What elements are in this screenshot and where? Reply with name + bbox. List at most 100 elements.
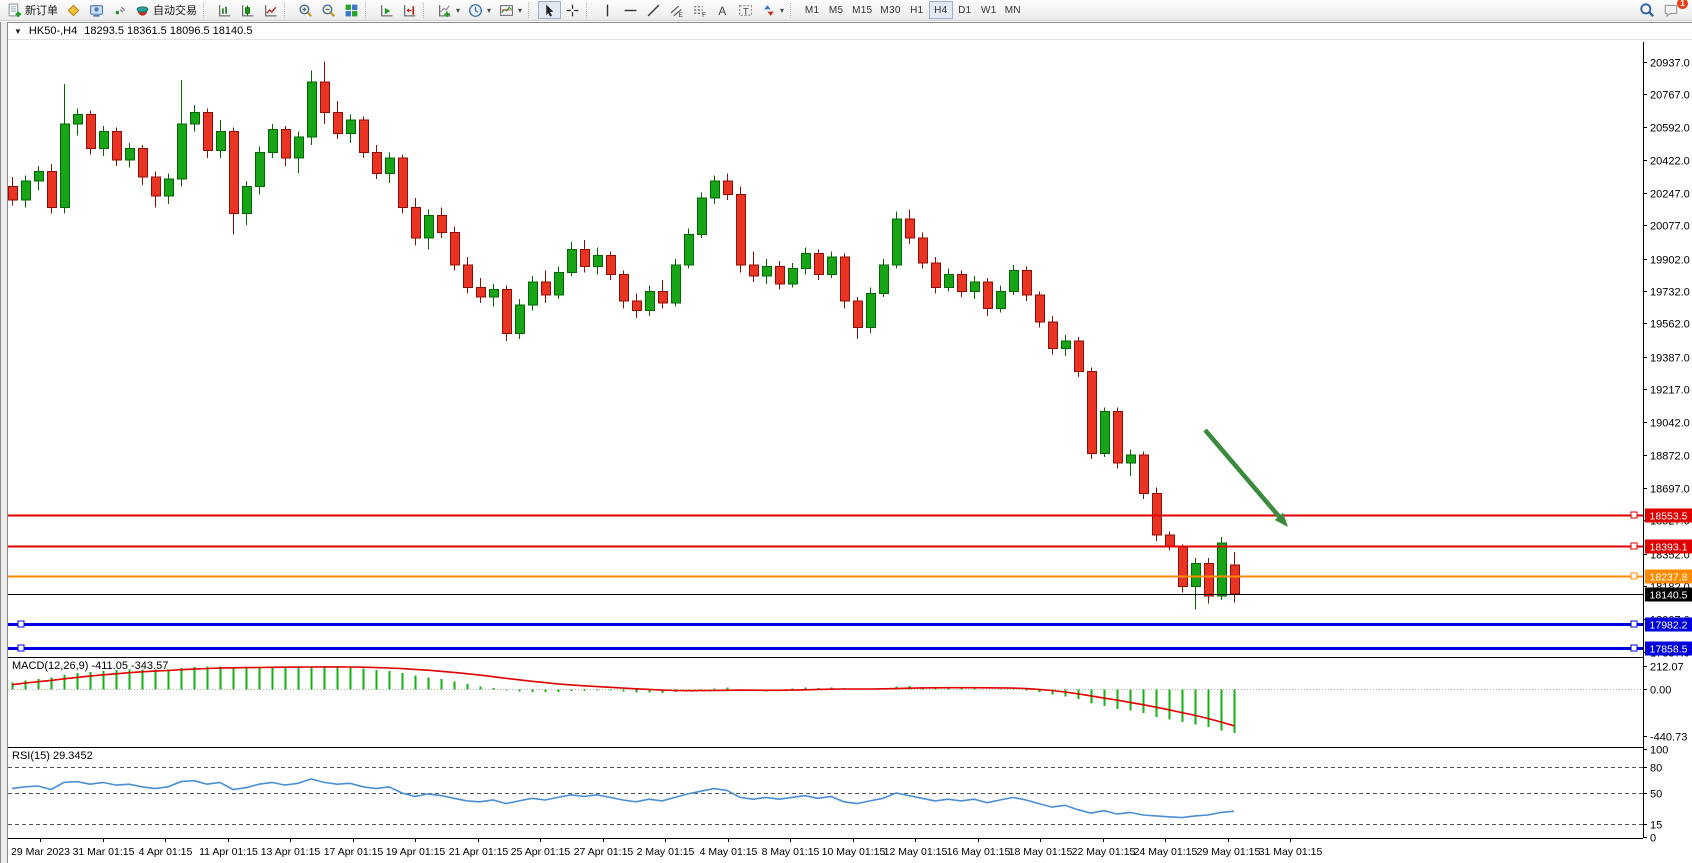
- price-tick-label: 20422.0: [1650, 156, 1690, 168]
- candle-body: [619, 273, 629, 302]
- candle-body: [47, 170, 57, 209]
- candle-body: [86, 113, 96, 150]
- price-line-badge-label: 18393.1: [1650, 542, 1688, 554]
- toolbar-grip: [790, 2, 796, 18]
- autotrading-button[interactable]: 自动交易: [131, 1, 201, 19]
- candle-body: [60, 123, 70, 209]
- price-line-badge: [1645, 617, 1692, 632]
- indicators-button[interactable]: ▾: [433, 1, 464, 19]
- candle-body: [671, 264, 681, 304]
- candlestick-chart-button[interactable]: [236, 1, 259, 19]
- tile-windows-button[interactable]: [340, 1, 363, 19]
- candle-body: [749, 264, 759, 277]
- candle-body: [34, 170, 44, 182]
- candle-body: [307, 81, 317, 138]
- cursor-icon: [546, 4, 554, 17]
- terminal-button[interactable]: [85, 1, 108, 19]
- chart-title-bar[interactable]: ▼ HK50-,H4 18293.5 18361.5 18096.5 18140…: [8, 22, 1692, 40]
- candle-body: [866, 292, 876, 329]
- signal-button[interactable]: [108, 1, 131, 19]
- candle-body: [73, 113, 83, 125]
- candle-body: [541, 281, 551, 296]
- vertical-line-tool-button[interactable]: [596, 1, 619, 19]
- timeframe-button-D1[interactable]: D1: [958, 4, 972, 16]
- fibonacci-tool-button[interactable]: F: [688, 1, 711, 19]
- line-chart-icon: [265, 4, 277, 16]
- time-tick-label: 13 Apr 01:15: [261, 846, 321, 858]
- timeframe-button-H4[interactable]: H4: [928, 1, 953, 19]
- candle-body: [1048, 321, 1058, 350]
- timeframe-button-M30[interactable]: M30: [880, 4, 901, 16]
- dropdown-arrow-icon: ▾: [456, 5, 461, 15]
- time-tick-label: 25 Apr 01:15: [511, 846, 571, 858]
- tile-windows-icon: [345, 4, 358, 16]
- candle-body: [788, 268, 798, 285]
- toolbar-grip: [528, 2, 534, 18]
- price-tick-label: 20247.0: [1650, 189, 1690, 201]
- price-line-badge: [1645, 539, 1692, 554]
- vertical-line-icon: [606, 4, 609, 16]
- channel-tool-button[interactable]: E: [665, 1, 688, 19]
- candle-body: [775, 266, 785, 285]
- candle-body: [944, 273, 954, 289]
- horizontal-line-tool-button[interactable]: [619, 1, 642, 19]
- timeframe-button-MN[interactable]: MN: [1004, 4, 1021, 16]
- price-line-badge-label: 18553.5: [1650, 511, 1688, 523]
- candle-body: [957, 273, 967, 292]
- candle-body: [294, 136, 304, 159]
- notifications-button[interactable]: 1: [1659, 0, 1688, 19]
- new-order-label: 新订单: [25, 5, 58, 17]
- toolbar-grip: [284, 2, 290, 18]
- candle-body: [515, 304, 525, 334]
- arrows-tool-button[interactable]: ▾: [757, 1, 788, 19]
- text-label-icon: T: [739, 4, 752, 17]
- candle-body: [606, 254, 616, 275]
- market-button[interactable]: [62, 1, 85, 19]
- timeframe-button-M5[interactable]: M5: [828, 4, 844, 16]
- candle-body: [1178, 546, 1188, 588]
- chart-shift-button[interactable]: [398, 1, 421, 19]
- price-tick-label: 19042.0: [1650, 418, 1690, 430]
- timeframe-button-M1[interactable]: M1: [804, 4, 820, 16]
- zoom-out-button[interactable]: [317, 1, 340, 19]
- notification-badge: 1: [1677, 0, 1688, 9]
- line-handle-marker: [1630, 620, 1638, 628]
- candle-body: [8, 186, 18, 201]
- templates-button[interactable]: ▾: [495, 1, 526, 19]
- candle-body: [853, 300, 863, 329]
- timeframe-button-W1[interactable]: W1: [980, 4, 997, 16]
- candle-body: [918, 237, 928, 264]
- crosshair-tool-button[interactable]: [561, 1, 584, 19]
- rsi-tick-label: 0: [1650, 833, 1656, 845]
- time-tick-label: 4 May 01:15: [700, 846, 758, 858]
- line-handle-marker: [1630, 572, 1638, 580]
- candle-body: [710, 180, 720, 199]
- price-tick-label: 19732.0: [1650, 287, 1690, 299]
- candle-body: [580, 249, 590, 268]
- cursor-tool-button[interactable]: [538, 1, 562, 19]
- candle-body: [658, 290, 668, 304]
- time-tick-label: 22 May 01:15: [1072, 846, 1136, 858]
- time-tick-label: 19 Apr 01:15: [386, 846, 446, 858]
- timeframe-button-H1[interactable]: H1: [910, 4, 924, 16]
- candle-body: [1009, 269, 1019, 292]
- candle-body: [970, 281, 980, 292]
- zoom-in-button[interactable]: [294, 1, 317, 19]
- trendline-icon: [647, 4, 660, 16]
- line-chart-button[interactable]: [259, 1, 282, 19]
- auto-scroll-button[interactable]: [375, 1, 398, 19]
- new-order-button[interactable]: 新订单: [3, 1, 62, 19]
- text-tool-button[interactable]: A: [711, 1, 734, 19]
- main-toolbar: 新订单 自动交易 ▾ ▾: [0, 0, 1692, 21]
- time-tick-label: 11 Apr 01:15: [199, 846, 258, 858]
- text-label-tool-button[interactable]: T: [734, 1, 757, 19]
- timeframe-button-M15[interactable]: M15: [852, 4, 873, 16]
- equidistant-channel-icon: E: [670, 5, 683, 18]
- time-tick-label: 2 May 01:15: [637, 846, 695, 858]
- search-button[interactable]: [1635, 1, 1659, 19]
- trendline-tool-button[interactable]: [642, 1, 665, 19]
- svg-text:E: E: [679, 11, 683, 17]
- periods-button[interactable]: ▾: [464, 1, 495, 19]
- bar-chart-button[interactable]: [213, 1, 236, 19]
